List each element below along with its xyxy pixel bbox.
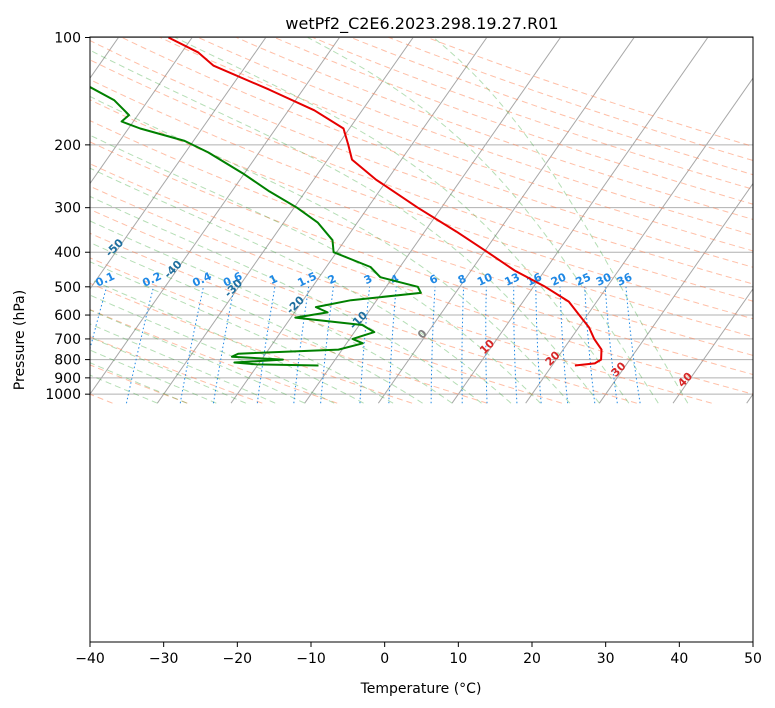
mixing-ratio-line bbox=[179, 286, 204, 404]
dry-adiabats bbox=[90, 37, 753, 404]
y-tick-label: 1000 bbox=[45, 387, 81, 403]
dry-adiabat-line bbox=[90, 185, 712, 404]
dry-adiabat-line bbox=[348, 37, 753, 176]
isotherm-line bbox=[230, 37, 488, 404]
moist-adiabat-line bbox=[90, 167, 512, 404]
y-tick-label: 700 bbox=[54, 332, 81, 348]
moist-adiabat-line bbox=[433, 37, 689, 404]
isotherm-line bbox=[377, 37, 636, 404]
x-tick-label: −10 bbox=[296, 651, 326, 667]
plot-frame bbox=[89, 36, 754, 643]
isotherm-line bbox=[90, 37, 194, 185]
sounding-profiles bbox=[90, 37, 603, 367]
x-tick-label: −30 bbox=[149, 651, 179, 667]
isotherm-line bbox=[90, 37, 341, 396]
y-axis-label: Pressure (hPa) bbox=[12, 290, 28, 390]
isotherm-line bbox=[156, 37, 415, 404]
moist-adiabats bbox=[90, 37, 689, 404]
dry-adiabat-line bbox=[119, 37, 753, 268]
dry-adiabat-line bbox=[90, 163, 753, 395]
x-tick-label: −20 bbox=[223, 651, 253, 667]
mixing-ratio-label: 10 bbox=[475, 270, 495, 288]
x-tick-label: 30 bbox=[597, 651, 615, 667]
y-tick-label: 500 bbox=[54, 280, 81, 296]
moist-adiabat-line bbox=[90, 323, 276, 404]
dry-adiabat-line bbox=[157, 37, 753, 252]
isotherm-grid bbox=[90, 37, 753, 404]
isotherm-line bbox=[672, 287, 753, 404]
mixing-ratio-line bbox=[212, 286, 235, 404]
moist-adiabat-line bbox=[90, 195, 482, 404]
y-tick-label: 100 bbox=[54, 31, 81, 47]
dry-adiabat-line bbox=[90, 336, 263, 404]
temperature-profile bbox=[168, 37, 603, 367]
moist-adiabat-line bbox=[90, 349, 217, 404]
dry-adiabat-line bbox=[90, 39, 753, 285]
dry-adiabat-line bbox=[90, 141, 753, 376]
isotherm-line bbox=[598, 182, 753, 404]
moist-adiabat-line bbox=[90, 49, 600, 404]
dry-adiabat-line bbox=[234, 37, 753, 220]
moist-adiabat-line bbox=[307, 37, 659, 404]
mixing-ratio-label: 30 bbox=[594, 270, 614, 288]
x-tick-label: 0 bbox=[380, 651, 389, 667]
isotherm-line bbox=[90, 37, 267, 290]
x-tick-label: 40 bbox=[670, 651, 688, 667]
moist-adiabat-line bbox=[90, 362, 187, 404]
mixing-ratio-line bbox=[90, 286, 108, 351]
mixing-ratio-label: 13 bbox=[503, 271, 522, 289]
moist-adiabat-line bbox=[90, 134, 541, 404]
isotherm-line bbox=[304, 37, 562, 404]
mixing-ratio-line bbox=[625, 286, 641, 404]
moist-adiabat-line bbox=[90, 294, 335, 404]
y-tick-label: 200 bbox=[54, 138, 81, 154]
dry-adiabat-line bbox=[386, 37, 753, 161]
dry-adiabat-line bbox=[90, 308, 338, 404]
y-tick-label: 300 bbox=[54, 201, 81, 217]
moist-adiabat-line bbox=[90, 278, 364, 404]
y-tick-label: 800 bbox=[54, 353, 81, 369]
y-tick-label: 900 bbox=[54, 371, 81, 387]
x-tick-label: 20 bbox=[523, 651, 541, 667]
y-tick-label: 600 bbox=[54, 308, 81, 324]
dry-adiabat-line bbox=[90, 59, 753, 302]
x-axis-label: Temperature (°C) bbox=[360, 681, 482, 697]
moist-adiabat-line bbox=[175, 37, 630, 404]
isotherm-line bbox=[525, 77, 753, 404]
moist-adiabat-line bbox=[90, 242, 423, 404]
dewpoint-profile bbox=[90, 85, 422, 367]
moist-adiabat-line bbox=[90, 220, 453, 404]
x-tick-label: 50 bbox=[744, 651, 762, 667]
mixing-ratio-label: 20 bbox=[549, 270, 569, 288]
mixing-ratio-label: 36 bbox=[615, 270, 635, 288]
dry-adiabat-line bbox=[196, 37, 753, 236]
dry-adiabat-line bbox=[272, 37, 753, 205]
moist-adiabat-line bbox=[90, 261, 394, 404]
x-tick-label: −40 bbox=[75, 651, 105, 667]
moist-adiabat-line bbox=[90, 95, 571, 404]
dry-adiabat-line bbox=[90, 232, 563, 404]
y-tick-label: 400 bbox=[54, 245, 81, 261]
mixing-ratio-lines bbox=[90, 286, 641, 404]
dry-adiabat-line bbox=[310, 37, 753, 190]
chart-title: wetPf2_C2E6.2023.298.19.27.R01 bbox=[285, 14, 558, 34]
mixing-ratio-line bbox=[125, 286, 154, 404]
x-axis-ticks: −40 −30 −20 −10 0 10 20 30 40 50 bbox=[75, 642, 762, 667]
dry-adiabat-line bbox=[90, 208, 637, 404]
mixing-ratio-label: 25 bbox=[574, 270, 593, 288]
dry-adiabat-line bbox=[90, 79, 753, 320]
moist-adiabat-line bbox=[90, 336, 246, 404]
moist-adiabat-line bbox=[90, 374, 158, 404]
x-tick-label: 10 bbox=[449, 651, 467, 667]
moist-adiabat-line bbox=[90, 309, 305, 404]
dry-adiabat-line bbox=[90, 120, 753, 356]
